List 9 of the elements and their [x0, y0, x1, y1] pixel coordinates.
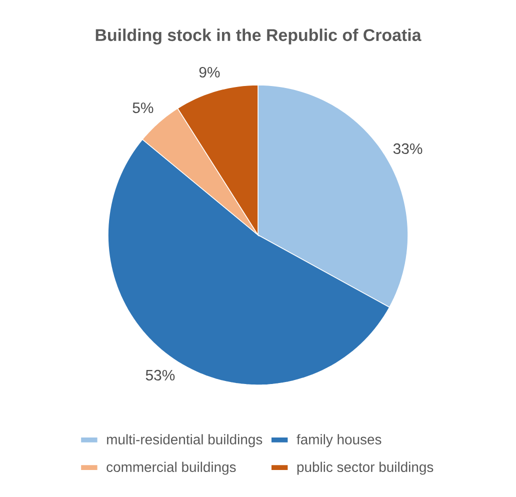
- chart-title: Building stock in the Republic of Croatia: [96, 28, 422, 45]
- legend-label: family houses: [296, 434, 382, 448]
- data-label: 53%: [146, 370, 175, 380]
- legend-label: multi-residential buildings: [107, 434, 262, 448]
- data-label: 5%: [132, 102, 154, 114]
- legend-label: public sector buildings: [297, 462, 434, 475]
- legend-label: commercial buildings: [106, 462, 236, 475]
- data-label: 33%: [393, 143, 422, 154]
- data-label: 9%: [199, 66, 220, 78]
